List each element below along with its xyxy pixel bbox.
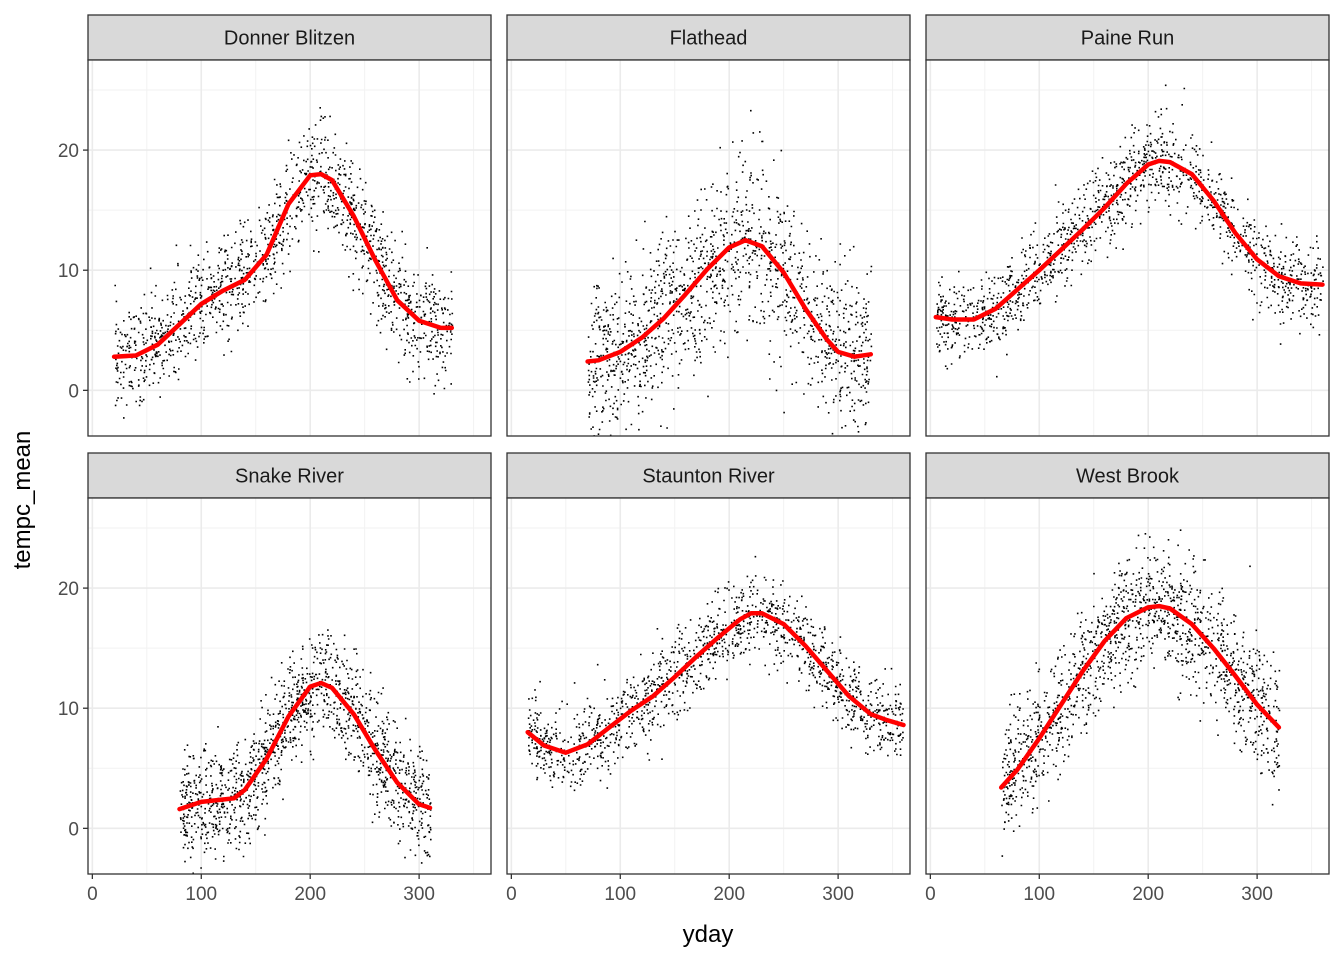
scatter-point bbox=[527, 555, 904, 792]
x-tick-label: 0 bbox=[87, 884, 98, 905]
panel-strip bbox=[506, 452, 911, 499]
fit-line bbox=[525, 611, 906, 755]
panel-strip bbox=[87, 452, 492, 499]
panel-background bbox=[507, 60, 910, 436]
x-tick-label: 300 bbox=[822, 884, 854, 905]
scatter-points bbox=[179, 629, 432, 874]
panel-plot-area bbox=[507, 60, 910, 436]
panel-border bbox=[506, 497, 911, 875]
panel-border bbox=[925, 59, 1330, 437]
panel-west-brook: West Brook 0 100 200 300 bbox=[925, 452, 1330, 905]
panel-border bbox=[506, 59, 911, 437]
scatter-point bbox=[179, 629, 432, 874]
fit-line bbox=[933, 158, 1325, 322]
panel-strip bbox=[87, 14, 492, 61]
panel-strip bbox=[506, 14, 911, 61]
panel-background bbox=[926, 60, 1329, 436]
fit-line bbox=[111, 171, 455, 359]
panel-title: Staunton River bbox=[642, 466, 775, 488]
x-tick-label: 100 bbox=[1023, 884, 1055, 905]
panel-title: Flathead bbox=[670, 28, 748, 50]
scatter-point bbox=[587, 109, 873, 436]
panel-background bbox=[88, 498, 491, 874]
panel-title: Paine Run bbox=[1081, 28, 1174, 50]
panel-title: Donner Blitzen bbox=[224, 28, 355, 50]
scatter-point bbox=[1001, 529, 1281, 857]
panel-paine-run: Paine Run bbox=[925, 14, 1330, 437]
x-tick-label: 200 bbox=[1132, 884, 1164, 905]
fit-line bbox=[998, 603, 1282, 790]
panel-plot-area bbox=[88, 60, 491, 436]
panel-strip bbox=[925, 452, 1330, 499]
y-tick-label: 10 bbox=[58, 699, 79, 720]
panel-strip bbox=[925, 14, 1330, 61]
y-tick-label: 0 bbox=[68, 381, 79, 402]
panel-plot-area bbox=[88, 498, 491, 874]
panel-staunton-river: Staunton River 0 100 200 300 bbox=[506, 452, 911, 905]
panel-donner-blitzen: Donner Blitzen 0 10 20 bbox=[58, 14, 492, 437]
panel-background bbox=[88, 60, 491, 436]
x-tick-label: 200 bbox=[294, 884, 326, 905]
panel-border bbox=[87, 497, 492, 875]
panel-title: West Brook bbox=[1076, 466, 1180, 488]
x-tick-label: 0 bbox=[925, 884, 936, 905]
scatter-points bbox=[1001, 529, 1281, 857]
panel-plot-area bbox=[926, 60, 1329, 436]
fit-line bbox=[177, 680, 433, 812]
x-tick-label: 100 bbox=[185, 884, 217, 905]
x-tick-label: 300 bbox=[403, 884, 435, 905]
panel-border bbox=[87, 59, 492, 437]
panel-flathead: Flathead bbox=[506, 14, 911, 437]
panel-plot-area bbox=[507, 498, 910, 874]
y-tick-label: 20 bbox=[58, 141, 79, 162]
x-tick-label: 300 bbox=[1241, 884, 1273, 905]
y-tick-label: 10 bbox=[58, 261, 79, 282]
x-axis-title: yday bbox=[683, 921, 734, 948]
y-tick-label: 0 bbox=[68, 819, 79, 840]
x-tick-label: 200 bbox=[713, 884, 745, 905]
x-tick-label: 100 bbox=[604, 884, 636, 905]
scatter-points bbox=[527, 555, 904, 792]
y-tick-label: 20 bbox=[58, 579, 79, 600]
panel-border bbox=[925, 497, 1330, 875]
y-axis-title: tempc_mean bbox=[9, 431, 36, 570]
fit-line bbox=[585, 237, 874, 364]
x-tick-label: 0 bbox=[506, 884, 517, 905]
panel-title: Snake River bbox=[235, 466, 344, 488]
scatter-points bbox=[587, 109, 873, 436]
panel-plot-area bbox=[926, 498, 1329, 874]
